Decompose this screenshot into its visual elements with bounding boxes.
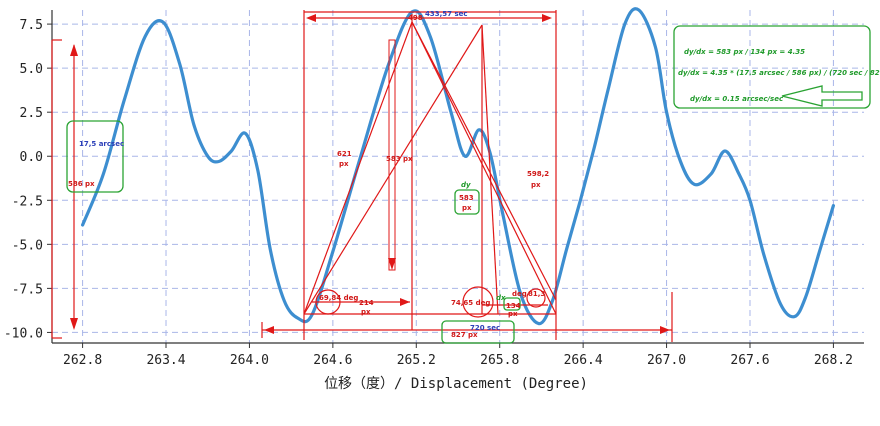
label-angle-left: 69,84 deg xyxy=(319,294,358,302)
secant-right-line xyxy=(481,24,499,315)
y-tick-label-1: 5.0 xyxy=(20,62,43,77)
arrowhead-scale-top xyxy=(70,44,78,56)
green-boxes xyxy=(66,25,871,344)
formula-box xyxy=(673,25,871,109)
angle-right-circle xyxy=(526,288,546,308)
arrowhead-scale-bottom xyxy=(70,318,78,330)
label-top-width: 498 xyxy=(408,14,423,22)
arrowhead-bottom-left xyxy=(264,326,274,334)
outer-secant-line xyxy=(411,21,557,301)
label-dy: dy xyxy=(461,181,471,189)
mid-height-arrow-shaft xyxy=(388,39,396,271)
label-angle-right: 81,3 xyxy=(528,290,545,298)
series-layer xyxy=(81,7,835,326)
mid-height-arrow xyxy=(388,39,396,271)
measurement-overlay xyxy=(51,10,673,342)
fall-line xyxy=(411,21,557,315)
bottom-duration-box xyxy=(441,320,515,344)
arrowhead-top-left xyxy=(306,14,316,22)
y-tick-label-6: -7.5 xyxy=(12,282,43,297)
label-left-height: 17,5 arcsec xyxy=(79,140,124,148)
left-scale-box xyxy=(66,120,124,193)
label-height-right: 598,2 xyxy=(527,170,549,178)
label-angle-mid: 74,65 deg xyxy=(451,299,490,307)
x-tick-label-3: 264.6 xyxy=(313,353,352,368)
label-dy-unit: px xyxy=(462,204,472,212)
label-dx: dx xyxy=(496,294,506,302)
label-bottom-width: 827 px xyxy=(451,331,478,339)
y-tick-label-4: -2.5 xyxy=(12,194,43,209)
x-axis-label: 位移（度）/ Displacement (Degree) xyxy=(324,376,588,392)
dx-box xyxy=(503,297,521,311)
label-base-left-unit: px xyxy=(361,308,371,316)
formula-arrow xyxy=(781,85,863,107)
label-dx-unit: px xyxy=(508,310,518,318)
label-left-px: 586 px xyxy=(68,180,95,188)
arrowhead-base-right xyxy=(400,298,410,306)
y-tick-label-5: -5.0 xyxy=(12,238,43,253)
x-tick-label-7: 267.0 xyxy=(647,353,686,368)
x-tick-label-4: 265.2 xyxy=(397,353,436,368)
grid-lines xyxy=(52,10,864,343)
y-tick-label-7: -10.0 xyxy=(4,326,43,341)
y-tick-label-3: 0.0 xyxy=(20,150,43,165)
rise-line xyxy=(303,21,413,315)
x-tick-label-2: 264.0 xyxy=(230,353,269,368)
y-tick-label-0: 7.5 xyxy=(20,18,43,33)
label-dy-value: 583 xyxy=(459,194,474,202)
x-tick-label-5: 265.8 xyxy=(480,353,519,368)
dy-box xyxy=(454,189,480,215)
x-tick-label-6: 266.4 xyxy=(564,353,603,368)
arrowhead-top-right xyxy=(542,14,552,22)
series-line-0 xyxy=(81,7,835,326)
angle-mid-circle xyxy=(462,286,494,318)
secant-left-line xyxy=(303,24,483,315)
label-top-duration: 433,57 sec xyxy=(425,10,468,18)
x-tick-label-8: 267.6 xyxy=(730,353,769,368)
annotation-labels: 498 433,57 sec 17,5 arcsec 586 px 621 px… xyxy=(68,10,880,339)
arrowhead-mid-down xyxy=(388,258,396,270)
label-height-left-unit: px xyxy=(339,160,349,168)
label-height-left: 621 xyxy=(337,150,352,158)
formula-line-2: dy/dx = 4.35 * (17.5 arcsec / 586 px) / … xyxy=(678,69,880,77)
label-dx-value: 134 xyxy=(506,302,521,310)
formula-line-1: dy/dx = 583 px / 134 px = 4.35 xyxy=(684,48,805,56)
arrowheads xyxy=(70,14,670,334)
label-base-left: 214 xyxy=(359,299,374,307)
label-bottom-duration: 720 sec xyxy=(470,324,500,332)
label-height-mid: 583 px xyxy=(386,155,413,163)
arrowhead-bottom-right xyxy=(660,326,670,334)
x-tick-label-1: 263.4 xyxy=(146,353,185,368)
tick-labels: 262.8 263.4 264.0 264.6 265.2 265.8 266.4 267.0… xyxy=(4,18,853,368)
formula-line-3: dy/dx = 0.15 arcsec/sec xyxy=(690,95,784,103)
x-tick-label-0: 262.8 xyxy=(63,353,102,368)
x-tick-label-9: 268.2 xyxy=(814,353,853,368)
y-tick-label-2: 2.5 xyxy=(20,106,43,121)
label-angle-right-prefix: deg xyxy=(512,290,527,298)
label-height-right-unit: px xyxy=(531,181,541,189)
